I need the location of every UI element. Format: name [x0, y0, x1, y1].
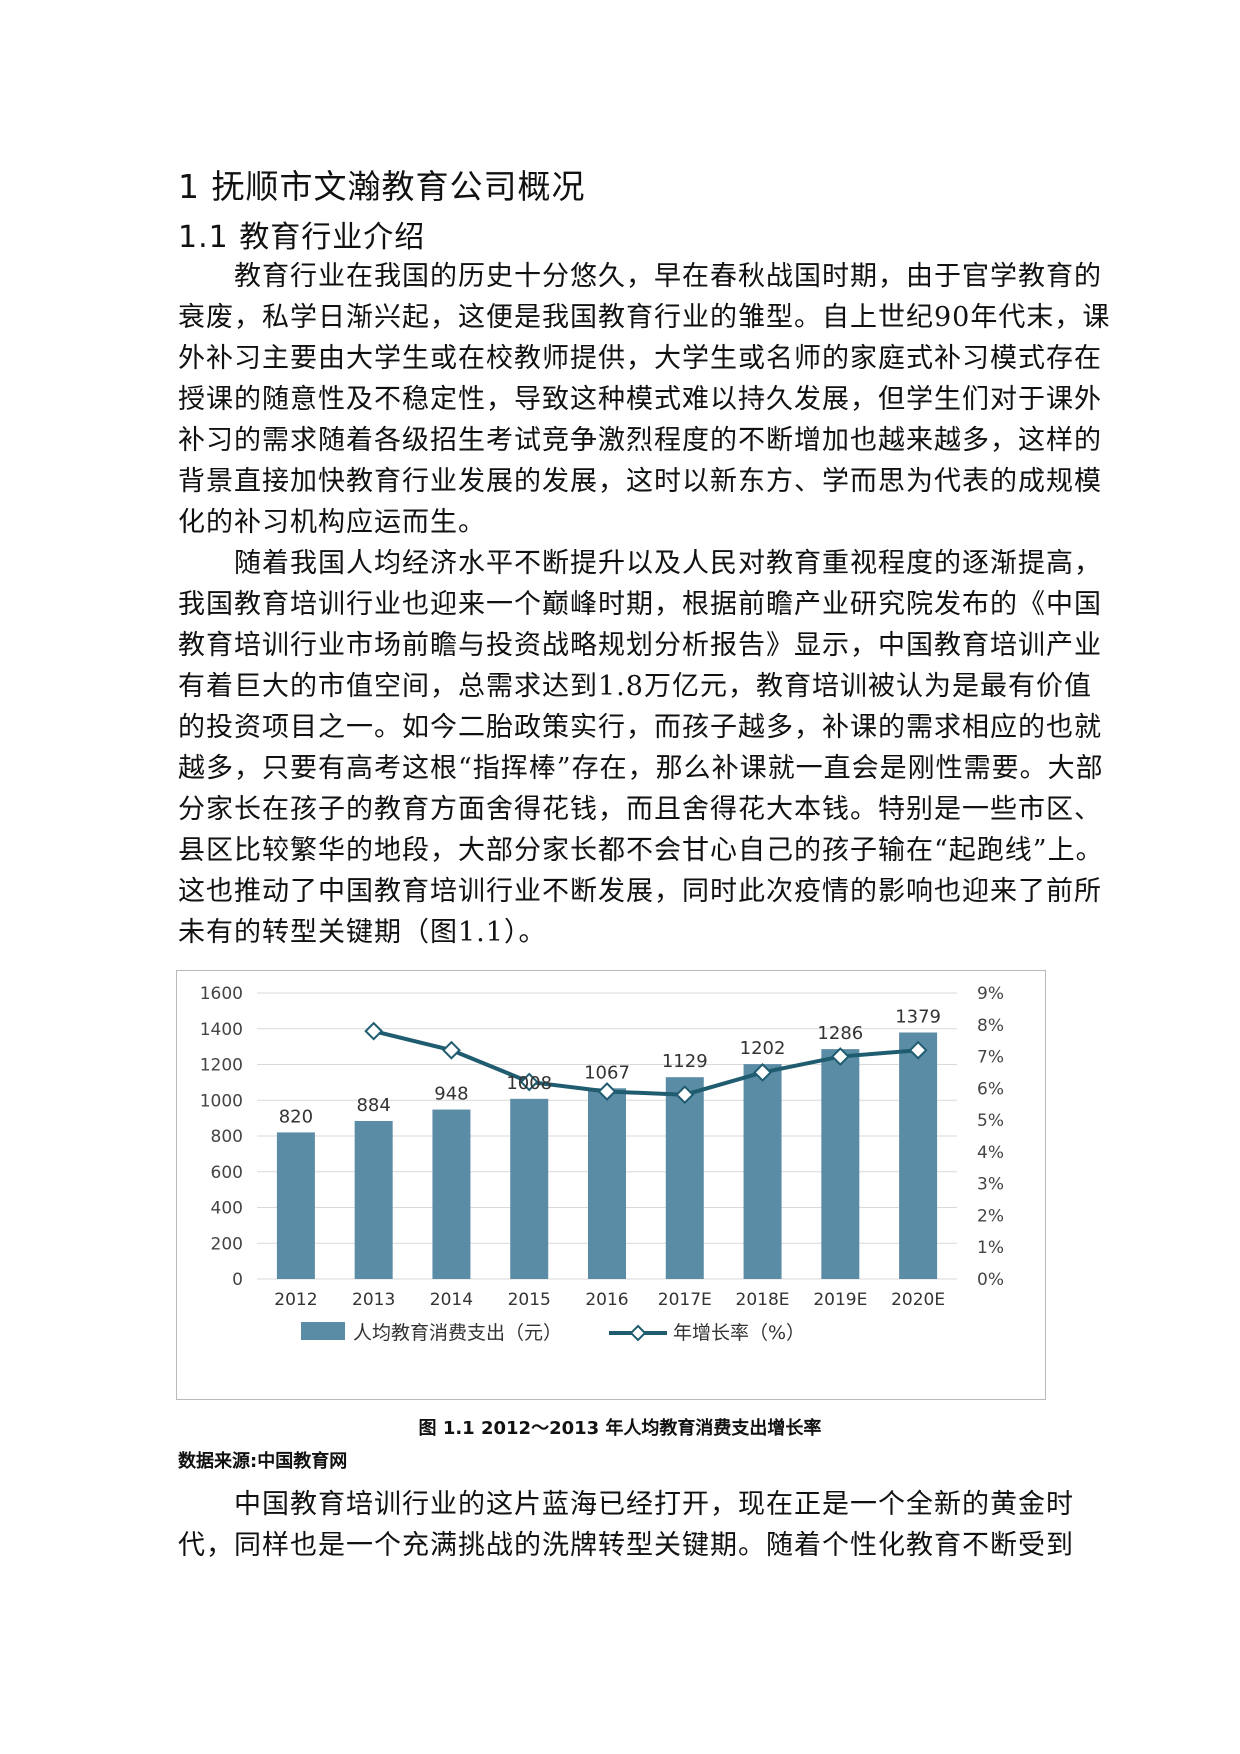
bar-value-label: 1067 [584, 1062, 630, 1083]
bar-value-label: 884 [356, 1095, 390, 1116]
bar-value-label: 820 [279, 1106, 313, 1127]
y2-tick-label: 7% [977, 1048, 1004, 1068]
legend-label-bar: 人均教育消费支出（元） [353, 1322, 562, 1344]
bar-value-label: 1008 [506, 1073, 552, 1094]
bar [899, 1032, 938, 1279]
bar [354, 1120, 393, 1279]
bar [588, 1088, 626, 1279]
figure-caption: 图 1.1 2012～2013 年人均教育消费支出增长率 [418, 1418, 822, 1439]
y2-tick-label: 2% [977, 1206, 1004, 1226]
y-tick-label: 1600 [200, 984, 243, 1004]
subsection-heading: 1.1 教育行业介绍 [178, 220, 426, 255]
growth-point [753, 1063, 772, 1082]
x-tick-label: 2020E [891, 1290, 945, 1310]
y-tick-label: 1400 [200, 1020, 243, 1040]
y2-tick-label: 8% [977, 1016, 1004, 1036]
x-tick-label: 2012 [274, 1290, 317, 1310]
bar-value-label: 1129 [662, 1051, 708, 1072]
x-tick-label: 2015 [508, 1290, 551, 1310]
y-tick-label: 0 [232, 1270, 243, 1290]
bar-value-label: 1379 [895, 1007, 941, 1028]
bar [510, 1098, 549, 1279]
bar [743, 1064, 782, 1279]
legend-swatch-bar [301, 1322, 345, 1340]
x-tick-label: 2013 [352, 1290, 395, 1310]
bar-value-label: 1286 [817, 1023, 863, 1044]
data-source: 数据来源:中国教育网 [178, 1451, 348, 1472]
growth-point [675, 1085, 695, 1105]
y-tick-label: 200 [211, 1234, 243, 1254]
y-tick-label: 400 [211, 1199, 243, 1219]
paragraph-1: 教育行业在我国的历史十分悠久，早在春秋战国时期，由于官学教育的衰废，私学日渐兴起… [178, 261, 1111, 538]
y2-tick-label: 3% [977, 1175, 1004, 1195]
bar-value-label: 948 [434, 1084, 468, 1105]
growth-point [442, 1040, 461, 1060]
bar [276, 1132, 315, 1279]
y-tick-label: 1000 [200, 1091, 243, 1111]
x-tick-label: 2018E [736, 1290, 790, 1310]
bar [821, 1049, 860, 1279]
section-heading: 1 抚顺市文瀚教育公司概况 [178, 167, 586, 206]
x-tick-label: 2017E [658, 1290, 712, 1310]
figure-chart: 0 200 400 600 800 1000 1200 1400 1600 0% 1% 2% 3% 4% 5… [176, 970, 1046, 1400]
y2-tick-label: 0% [977, 1270, 1004, 1290]
paragraph-2: 随着我国人均经济水平不断提升以及人民对教育重视程度的逐渐提高，我国教育培训行业也… [178, 548, 1104, 948]
chart-svg: 0 200 400 600 800 1000 1200 1400 1600 0% 1% 2% 3% 4% 5… [200, 984, 1004, 1344]
x-tick-label: 2014 [430, 1290, 473, 1310]
bar [432, 1109, 471, 1279]
legend-marker-line [629, 1324, 647, 1342]
growth-point [908, 1040, 928, 1060]
y2-tick-label: 1% [977, 1238, 1004, 1258]
growth-point [830, 1047, 850, 1066]
x-tick-label: 2016 [585, 1290, 628, 1310]
legend-label-line: 年增长率（%） [673, 1322, 805, 1344]
growth-point [519, 1072, 539, 1092]
growth-line [373, 1029, 919, 1097]
y2-tick-label: 6% [977, 1079, 1004, 1099]
bar [665, 1077, 704, 1279]
y-tick-label: 600 [211, 1163, 243, 1183]
y2-tick-label: 4% [977, 1143, 1004, 1163]
growth-point [597, 1082, 617, 1101]
bar-value-label: 1202 [740, 1038, 786, 1059]
x-tick-label: 2019E [813, 1290, 867, 1310]
y2-tick-label: 9% [977, 984, 1004, 1004]
y-tick-label: 1200 [200, 1056, 243, 1076]
y-tick-label: 800 [211, 1127, 243, 1147]
growth-point [364, 1021, 384, 1041]
y2-tick-label: 5% [977, 1111, 1004, 1131]
paragraph-3: 中国教育培训行业的这片蓝海已经打开，现在正是一个全新的黄金时代，同样也是一个充满… [178, 1489, 1074, 1561]
